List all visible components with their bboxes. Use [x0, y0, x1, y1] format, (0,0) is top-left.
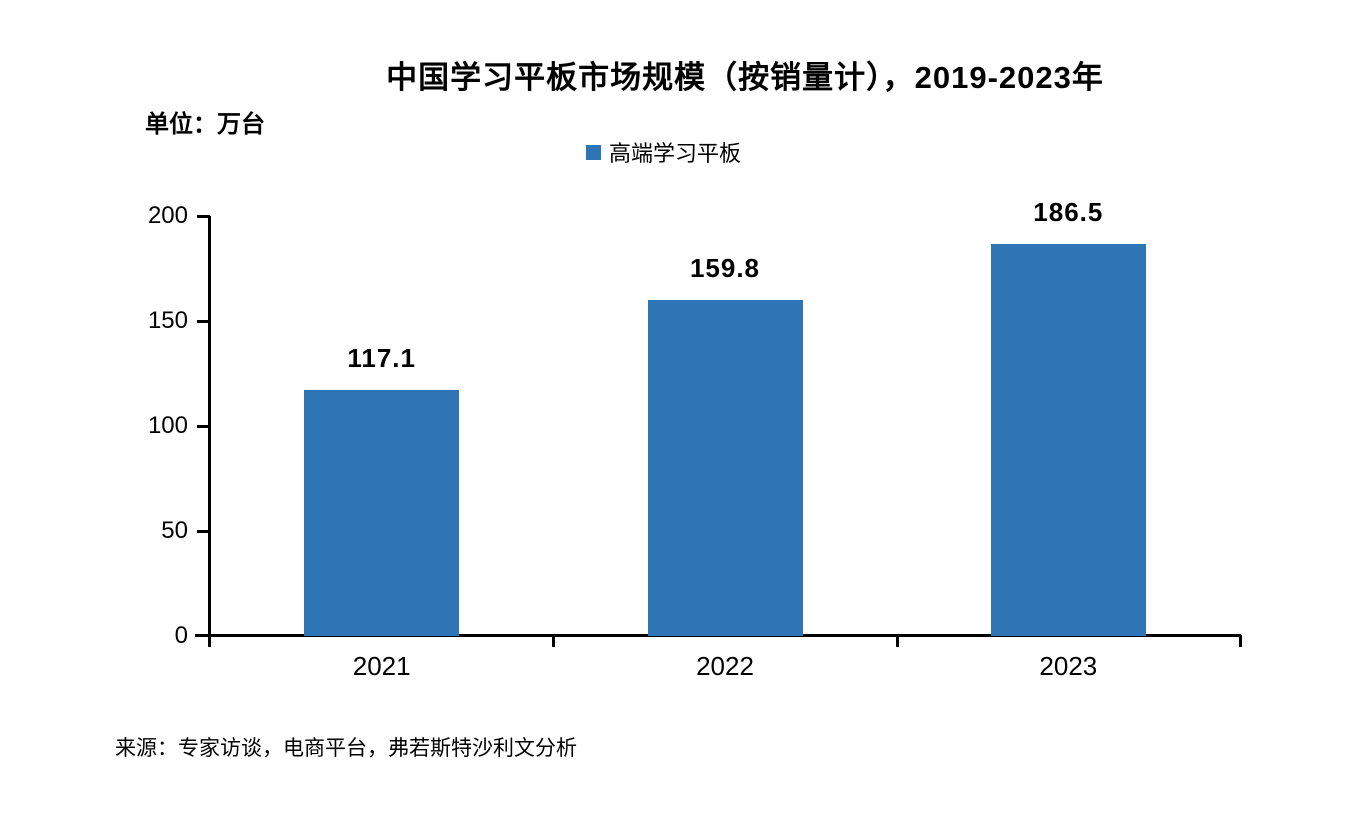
- y-tick-label: 150: [147, 307, 188, 334]
- x-category-label: 2021: [352, 651, 411, 681]
- bar-value-label: 159.8: [689, 253, 761, 284]
- y-tick-mark: [197, 530, 210, 533]
- legend-swatch-icon: [586, 144, 601, 160]
- y-tick-label: 0: [174, 622, 188, 649]
- y-tick-mark: [197, 215, 210, 218]
- bar: [647, 300, 803, 636]
- unit-label: 单位：万台: [145, 111, 265, 138]
- x-category-label: 2023: [1039, 651, 1098, 681]
- bar-value-label: 117.1: [347, 343, 416, 374]
- x-tick-mark: [895, 635, 899, 647]
- y-tick-mark: [197, 320, 210, 323]
- bar-value-label: 186.5: [1033, 197, 1104, 228]
- source-note: 来源：专家访谈，电商平台，弗若斯特沙利文分析: [115, 737, 577, 760]
- y-tick-label: 200: [147, 202, 188, 229]
- chart-title: 中国学习平板市场规模（按销量计），2019-2023年: [386, 60, 1104, 95]
- y-tick-label: 100: [147, 412, 188, 439]
- legend-label: 高端学习平板: [609, 141, 742, 166]
- legend: 高端学习平板: [586, 136, 741, 168]
- y-tick-mark: [197, 425, 210, 428]
- y-tick-label: 50: [161, 517, 188, 544]
- x-category-label: 2022: [696, 651, 754, 681]
- y-axis-line: [208, 216, 211, 647]
- x-tick-mark: [1239, 635, 1242, 647]
- bar: [990, 244, 1146, 636]
- x-tick-mark: [552, 635, 556, 647]
- bar: [304, 390, 460, 636]
